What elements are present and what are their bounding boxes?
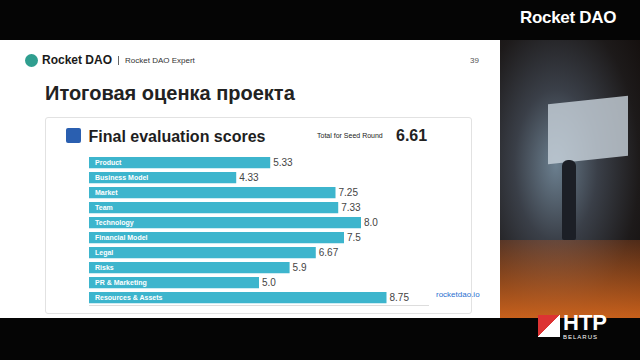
svg-text:PR & Marketing: PR & Marketing <box>95 279 147 287</box>
html-text:rocketdao.io: rocketdao.io <box>436 290 480 299</box>
svg-text:Financial Model: Financial Model <box>95 234 148 241</box>
svg-text:Risks: Risks <box>95 264 114 271</box>
svg-text:7.5: 7.5 <box>347 232 361 243</box>
svg-text:7.33: 7.33 <box>341 202 361 213</box>
svg-text:6.61: 6.61 <box>396 127 427 144</box>
svg-text:4.33: 4.33 <box>239 172 259 183</box>
html-text:BELARUS: BELARUS <box>563 334 598 340</box>
svg-text:Total for Seed Round: Total for Seed Round <box>317 132 383 139</box>
svg-text:8.0: 8.0 <box>364 217 378 228</box>
html-text:Итоговая оценка проекта: Итоговая оценка проекта <box>45 82 295 104</box>
svg-text:Team: Team <box>95 204 113 211</box>
svg-text:Final evaluation scores: Final evaluation scores <box>89 128 266 145</box>
html-text:Rocket DAO: Rocket DAO <box>520 8 617 27</box>
svg-text:Business Model: Business Model <box>95 174 148 181</box>
svg-text:Technology: Technology <box>95 219 134 227</box>
svg-text:Market: Market <box>95 189 118 196</box>
svg-text:Legal: Legal <box>95 249 113 257</box>
svg-text:Product: Product <box>95 159 122 166</box>
html-text:Rocket DAO: Rocket DAO <box>42 53 112 67</box>
svg-text:5.0: 5.0 <box>262 277 276 288</box>
svg-text:6.67: 6.67 <box>319 247 339 258</box>
html-text:Rocket DAO Expert: Rocket DAO Expert <box>125 55 195 65</box>
html-text:39: 39 <box>470 56 479 65</box>
svg-text:5.9: 5.9 <box>293 262 307 273</box>
svg-text:7.25: 7.25 <box>339 187 359 198</box>
svg-text:5.33: 5.33 <box>273 157 293 168</box>
svg-text:Resources & Assets: Resources & Assets <box>95 294 163 301</box>
html-text:HTP: HTP <box>563 310 607 335</box>
svg-text:8.75: 8.75 <box>390 292 410 303</box>
